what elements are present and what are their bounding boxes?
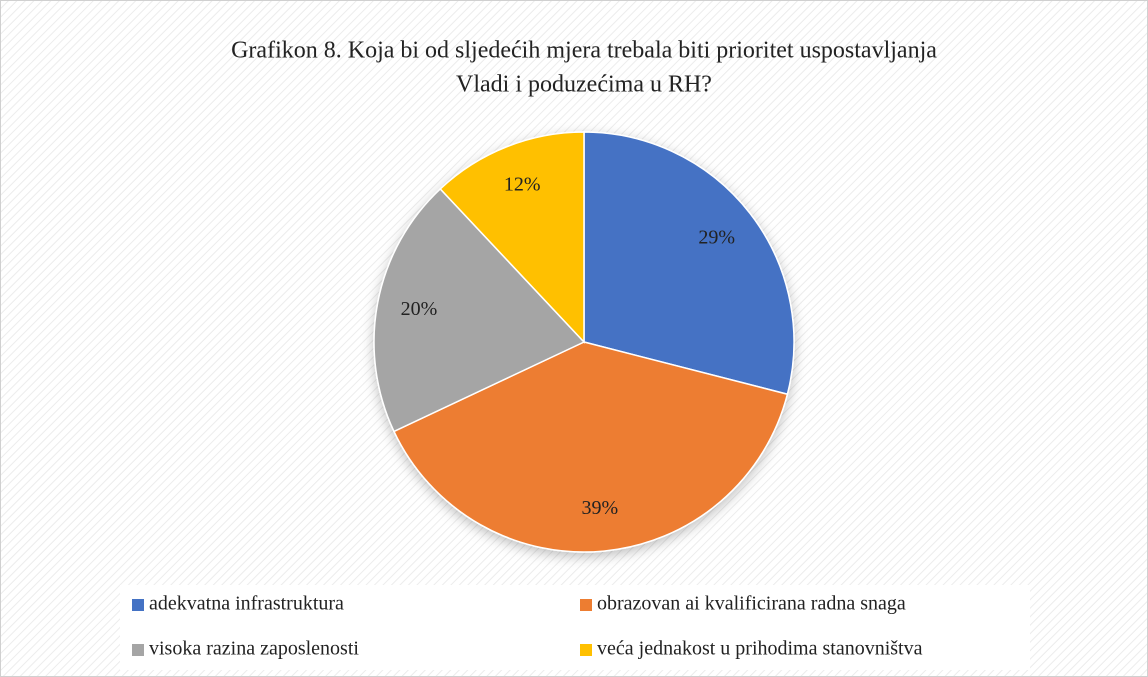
legend-label: obrazovan ai kvalificirana radna snaga [597,593,906,615]
data-label: 20% [401,298,438,320]
chart-title: Vladi i poduzećima u RH? [456,72,712,98]
legend-label: adekvatna infrastruktura [149,593,344,615]
pie-slice [439,131,585,344]
pie-slice [392,341,789,553]
chart-title: Grafikon 8. Koja bi od sljedećih mjera t… [231,38,937,64]
legend-label: visoka razina zaposlenosti [149,638,359,660]
legend-swatch [132,599,144,611]
pie-slice [373,187,586,433]
legend-label: veća jednakost u prihodima stanovništva [597,638,923,660]
pie [373,131,795,553]
data-label: 39% [581,497,618,519]
data-label: 29% [698,227,735,249]
legend-background [120,585,1030,670]
pie-slice [583,131,795,396]
legend-swatch [580,599,592,611]
legend-swatch [580,644,592,656]
data-label: 12% [504,173,541,195]
legend-swatch [132,644,144,656]
